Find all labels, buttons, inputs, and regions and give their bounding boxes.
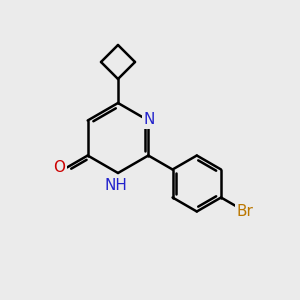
- Text: N: N: [144, 112, 155, 127]
- Text: Br: Br: [237, 204, 254, 219]
- Text: O: O: [53, 160, 65, 175]
- Text: NH: NH: [105, 178, 128, 193]
